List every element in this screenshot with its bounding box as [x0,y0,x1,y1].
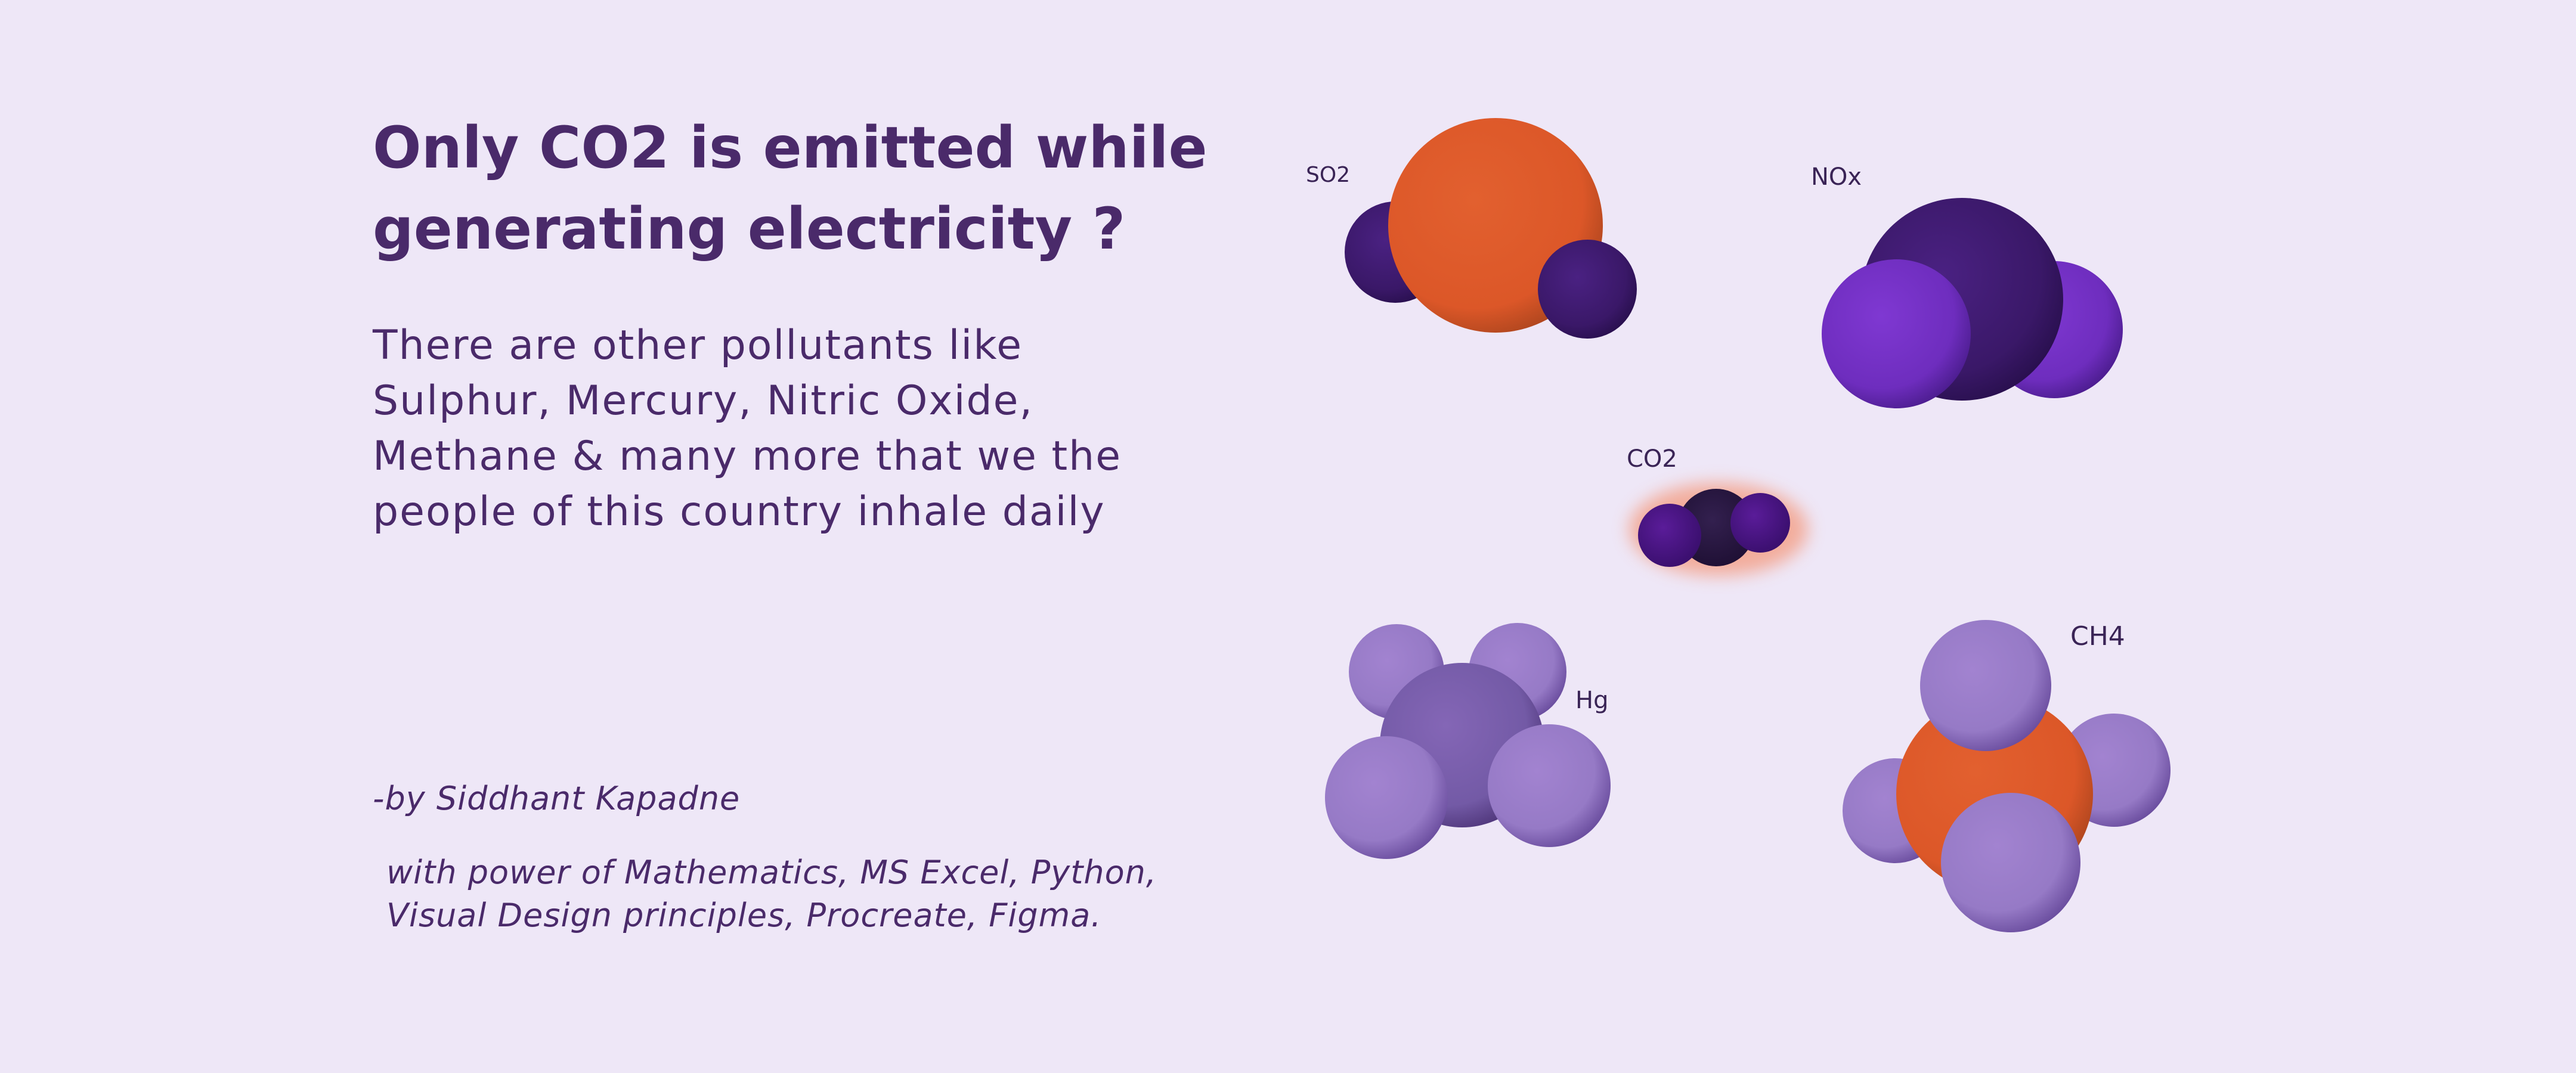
credits-line-2: Visual Design principles, Procreate, Fig… [386,897,1102,934]
so2-oxygen-right [1538,240,1637,339]
hg-atom-bottom-right [1488,724,1611,847]
nox-label: NOx [1811,163,1862,191]
description-line-4: people of this country inhale daily [373,488,1106,535]
so2-molecule-icon: SO2 [1306,118,1637,339]
ch4-molecule-icon: CH4 [1843,620,2171,932]
hg-atom-bottom-left [1325,736,1448,859]
tools-credits: with power of Mathematics, MS Excel, Pyt… [386,851,1221,937]
title-line-2: generating electricity ? [373,196,1126,262]
credits-line-1: with power of Mathematics, MS Excel, Pyt… [386,854,1157,891]
description-line-2: Sulphur, Mercury, Nitric Oxide, [373,377,1034,424]
so2-label: SO2 [1306,163,1350,187]
co2-oxygen-right [1730,493,1790,553]
nox-oxygen-left [1822,259,1971,408]
author-byline: -by Siddhant Kapadne [373,780,741,817]
description-line-3: Methane & many more that we the [373,433,1122,480]
ch4-label: CH4 [2070,621,2125,652]
ch4-hydrogen-top [1920,620,2051,751]
co2-label: CO2 [1627,445,1677,473]
hg-molecule-icon: Hg [1325,623,1611,859]
description-line-1: There are other pollutants like [373,322,1023,369]
title-line-1: Only CO2 is emitted while [373,114,1208,181]
ch4-hydrogen-bottom [1941,793,2080,932]
hg-label: Hg [1575,687,1608,714]
page-title: Only CO2 is emitted while generating ele… [373,107,1208,269]
co2-molecule-icon: CO2 [1627,445,1808,576]
nox-molecule-icon: NOx [1811,163,2123,408]
co2-oxygen-left [1638,504,1701,567]
description-paragraph: There are other pollutants like Sulphur,… [373,318,1196,539]
